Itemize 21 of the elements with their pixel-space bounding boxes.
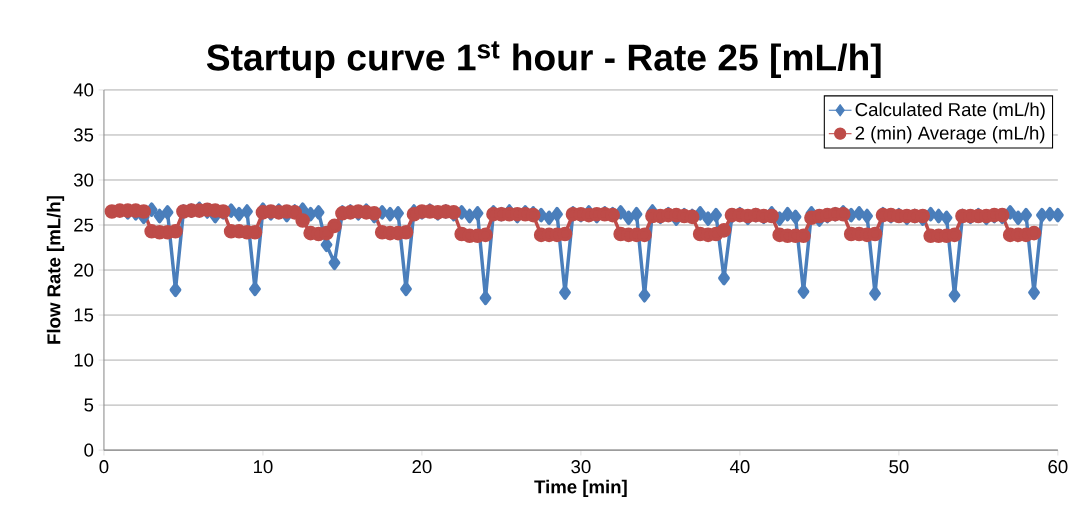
y-tick-label: 35 <box>73 128 94 142</box>
chart-title: Startup curve 1$^{st}$ hour - Rate 25 [mL/h] <box>206 41 881 78</box>
x-tick-label: 30 <box>571 460 591 474</box>
legend-label: Calculated Rate (mL/h) <box>855 102 1045 120</box>
y-tick-label: 25 <box>74 218 94 232</box>
y-tick-label: 5 <box>84 398 94 412</box>
y-tick-label: 10 <box>74 353 94 367</box>
y-tick-label: 30 <box>73 173 94 187</box>
y-tick-label: 15 <box>74 308 94 322</box>
x-tick-label: 20 <box>412 460 432 474</box>
x-axis-title: Time [min] <box>534 479 627 498</box>
x-tick-label: 10 <box>254 460 273 474</box>
x-tick-label: 50 <box>889 460 909 474</box>
x-tick-label: 40 <box>729 460 750 474</box>
y-tick-label: 0 <box>84 443 94 457</box>
y-tick-label: 40 <box>73 83 94 97</box>
y-axis-title: Flow Rate [mL/h] <box>46 196 65 344</box>
legend-label: 2 (min) Average (mL/h) <box>855 125 1045 144</box>
x-tick-label: 60 <box>1048 460 1068 474</box>
y-tick-label: 20 <box>74 263 94 277</box>
x-tick-label: 0 <box>99 460 109 474</box>
